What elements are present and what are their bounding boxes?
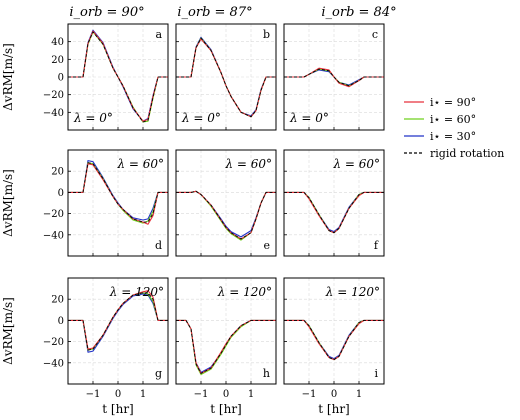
legend-label: i⋆ = 60° bbox=[430, 113, 476, 126]
lambda-label: λ = 60° bbox=[332, 157, 380, 171]
series-line-rigid-rotation bbox=[68, 31, 168, 123]
panel-i: −1 0 1 i λ = 120° bbox=[283, 277, 385, 400]
y-axis-labels: ΔvRM[m/s] ΔvRM[m/s] ΔvRM[m/s] bbox=[1, 43, 15, 365]
series-line-rigid-rotation bbox=[68, 292, 168, 351]
x-axis-labels: t [hr] t [hr] t [hr] bbox=[102, 402, 349, 416]
panel-grid-lines bbox=[284, 150, 384, 256]
y-tick-label: 40 bbox=[51, 37, 64, 48]
panel-grid-lines bbox=[284, 278, 384, 384]
legend-label: i⋆ = 30° bbox=[430, 130, 476, 143]
panel-letter: i bbox=[374, 367, 378, 380]
y-tick-label: 20 bbox=[51, 55, 64, 66]
panel-frame bbox=[175, 149, 277, 257]
series-line-rigid-rotation bbox=[284, 319, 384, 361]
panel-grid-lines bbox=[68, 278, 168, 384]
panel-frame bbox=[283, 23, 385, 131]
panel-frame bbox=[67, 277, 169, 385]
x-tick-label: 0 bbox=[223, 389, 229, 400]
lambda-label: λ = 0° bbox=[181, 111, 221, 125]
column-title-2: i_orb = 87° bbox=[177, 5, 252, 20]
column-titles: i_orb = 90° i_orb = 87° i_orb = 84° bbox=[69, 5, 396, 20]
panel-grid-lines bbox=[176, 24, 276, 130]
y-tick-label: −20 bbox=[43, 337, 64, 348]
y-tick-label: −40 bbox=[43, 108, 64, 119]
series-line-rigid-rotation bbox=[284, 191, 384, 234]
x-tick-label: −1 bbox=[194, 389, 209, 400]
lambda-label: λ = 60° bbox=[224, 157, 272, 171]
legend-label: rigid rotation bbox=[430, 147, 504, 160]
legend: i⋆ = 90° i⋆ = 60° i⋆ = 30° rigid rotation bbox=[404, 96, 504, 160]
y-tick-label: 0 bbox=[58, 316, 64, 327]
panel-letter: g bbox=[155, 367, 162, 380]
series-line-istar-0 bbox=[176, 38, 276, 118]
panel-frame bbox=[175, 23, 277, 131]
y-axis-label: ΔvRM[m/s] bbox=[1, 43, 15, 111]
y-tick-label: −20 bbox=[43, 209, 64, 220]
y-axis-label: ΔvRM[m/s] bbox=[1, 169, 15, 237]
panel-frame bbox=[283, 277, 385, 385]
panel-frame bbox=[175, 277, 277, 385]
panel-d: −40 −20 0 20 d λ = 60° bbox=[43, 149, 169, 257]
y-tick-label: 0 bbox=[58, 188, 64, 199]
panel-a: −40 −20 0 20 40 a λ = 0° bbox=[43, 23, 169, 131]
panel-frame bbox=[67, 23, 169, 131]
panel-h: −1 0 1h λ = 120° bbox=[175, 277, 277, 400]
lambda-label: λ = 120° bbox=[109, 285, 164, 299]
series-line-rigid-rotation bbox=[68, 162, 168, 223]
y-tick-label: 20 bbox=[51, 167, 64, 178]
y-tick-label: 20 bbox=[51, 295, 64, 306]
lambda-label: λ = 60° bbox=[116, 157, 164, 171]
series-line-rigid-rotation bbox=[176, 190, 276, 240]
x-axis-label: t [hr] bbox=[210, 402, 241, 416]
lambda-label: λ = 120° bbox=[217, 285, 272, 299]
x-axis-label: t [hr] bbox=[318, 402, 349, 416]
panel-letter: d bbox=[155, 239, 162, 252]
panel-frame bbox=[283, 149, 385, 257]
panel-grid: −40 −20 0 20 40 a λ = 0° b λ = 0° c λ = 0° −40 −20 0 2… bbox=[43, 23, 385, 400]
lambda-label: λ = 0° bbox=[73, 111, 113, 125]
panel-letter: b bbox=[263, 28, 270, 41]
column-title-1: i_orb = 90° bbox=[69, 5, 144, 20]
panel-f: f λ = 60° bbox=[283, 149, 385, 257]
panel-letter: h bbox=[263, 367, 270, 380]
panel-c: c λ = 0° bbox=[283, 23, 385, 131]
panel-grid-lines bbox=[176, 278, 276, 384]
series-line-rigid-rotation bbox=[176, 319, 276, 374]
lambda-label: λ = 120° bbox=[325, 285, 380, 299]
x-tick-label: 0 bbox=[115, 389, 121, 400]
x-tick-label: 1 bbox=[356, 389, 362, 400]
series-line-rigid-rotation bbox=[284, 68, 384, 87]
y-tick-label: −20 bbox=[43, 90, 64, 101]
panel-b: b λ = 0° bbox=[175, 23, 277, 131]
x-tick-label: 1 bbox=[248, 389, 254, 400]
panel-letter: a bbox=[155, 28, 162, 41]
x-tick-label: 0 bbox=[331, 389, 337, 400]
y-tick-label: −40 bbox=[43, 358, 64, 369]
panel-e: e λ = 60° bbox=[175, 149, 277, 257]
panel-frame bbox=[67, 149, 169, 257]
x-tick-label: 1 bbox=[140, 389, 146, 400]
x-axis-label: t [hr] bbox=[102, 402, 133, 416]
x-tick-label: −1 bbox=[86, 389, 101, 400]
x-tick-label: −1 bbox=[302, 389, 317, 400]
legend-label: i⋆ = 90° bbox=[430, 96, 476, 109]
panel-letter: e bbox=[263, 239, 270, 252]
panel-letter: c bbox=[372, 28, 378, 41]
y-tick-label: 0 bbox=[58, 73, 64, 84]
y-axis-label: ΔvRM[m/s] bbox=[1, 297, 15, 365]
y-tick-label: −40 bbox=[43, 230, 64, 241]
panel-g: −1 0 1 −40 −20 0 20 g λ = 120° bbox=[43, 277, 169, 400]
lambda-label: λ = 0° bbox=[289, 111, 329, 125]
panel-letter: f bbox=[374, 239, 379, 252]
column-title-3: i_orb = 84° bbox=[321, 5, 396, 20]
